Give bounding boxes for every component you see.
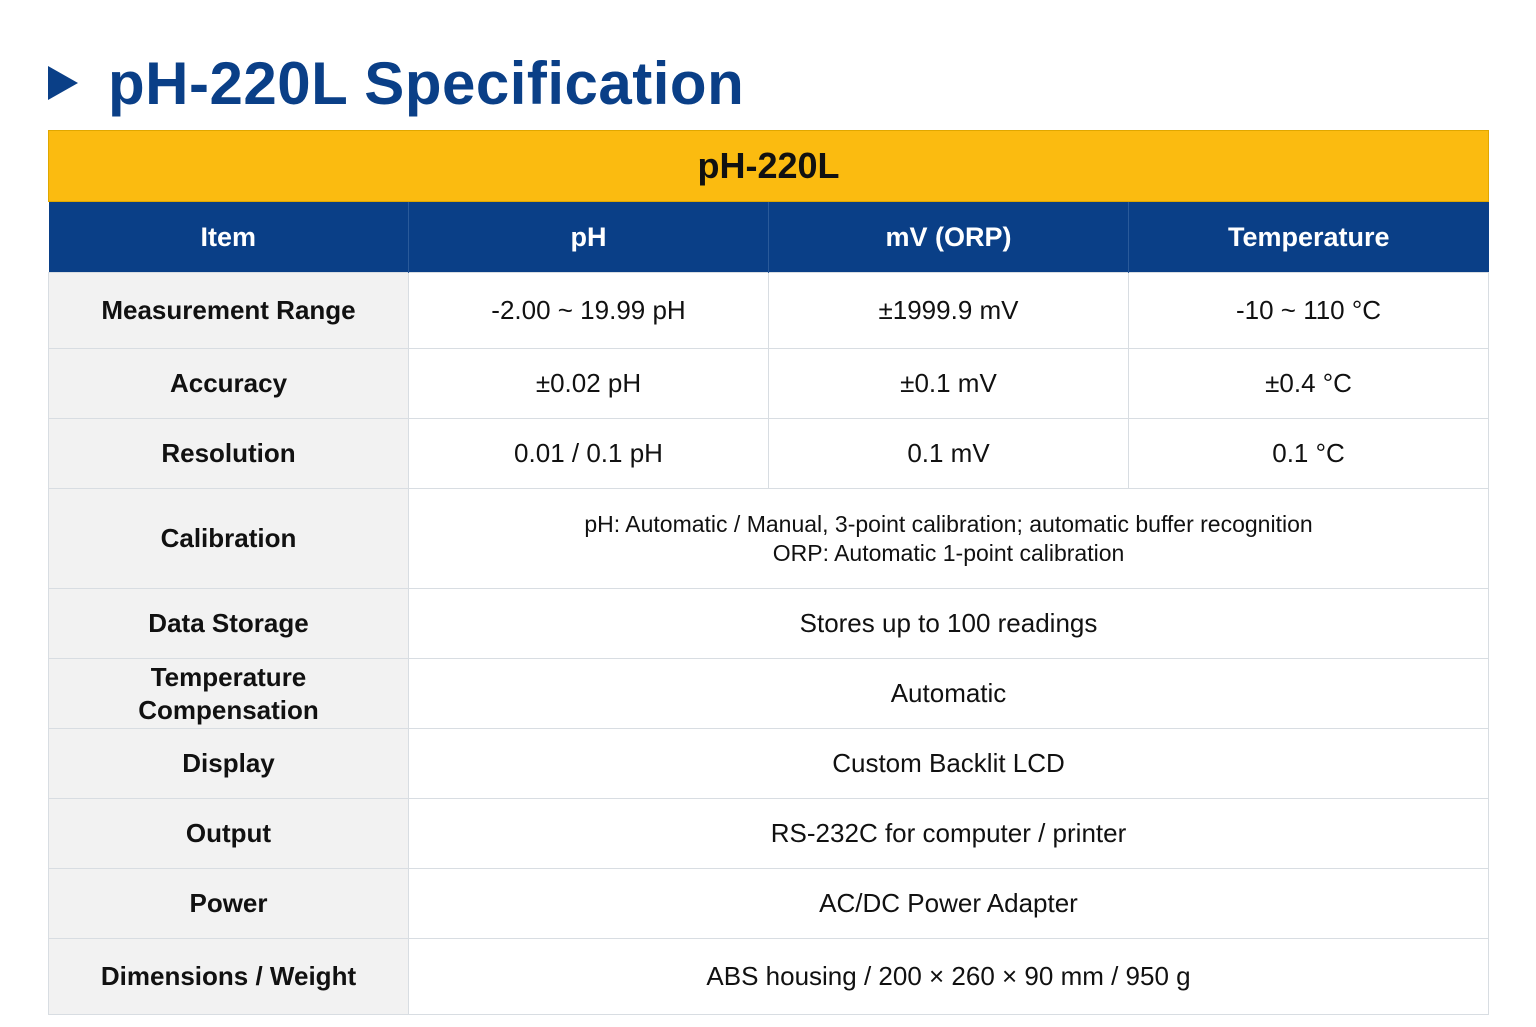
row-label-line: Power — [189, 888, 268, 918]
dimensions-value: ABS housing / 200 × 260 × 90 mm / 950 g — [407, 938, 1490, 1015]
row-label: Power — [48, 868, 409, 939]
row-label: Resolution — [48, 418, 409, 489]
triangle-right-icon — [48, 66, 78, 100]
specification-table: pH-220L Item pH mV (ORP) Temperature Mea… — [47, 130, 1490, 1015]
column-header-row: Item pH mV (ORP) Temperature — [48, 201, 1489, 273]
row-label-line: Compensation — [138, 694, 319, 725]
table-row: Display Custom Backlit LCD — [48, 728, 1490, 799]
mv-value: ±1999.9 mV — [768, 272, 1129, 349]
temp-value: 0.1 °C — [1127, 418, 1490, 489]
row-label: Calibration — [48, 488, 409, 589]
merged-value: Stores up to 100 readings — [407, 588, 1490, 659]
row-label: Output — [48, 798, 409, 869]
table-row: Power AC/DC Power Adapter — [48, 868, 1490, 939]
table-row: Temperature Compensation Automatic — [48, 658, 1490, 729]
header-mv: mV (ORP) — [768, 201, 1129, 273]
row-label-line: Temperature — [150, 661, 307, 692]
calibration-orp-line: ORP: Automatic 1-point calibration — [772, 539, 1125, 566]
mv-value: ±0.1 mV — [768, 348, 1129, 419]
calibration-value: pH: Automatic / Manual, 3-point calibrat… — [407, 488, 1490, 589]
merged-value: RS-232C for computer / printer — [407, 798, 1490, 869]
calibration-ph-line: pH: Automatic / Manual, 3-point calibrat… — [584, 510, 1313, 537]
row-label: Dimensions / Weight — [48, 938, 409, 1015]
ph-value: -2.00 ~ 19.99 pH — [408, 272, 769, 349]
model-banner: pH-220L — [47, 130, 1490, 202]
temp-value: ±0.4 °C — [1127, 348, 1490, 419]
row-label-line: Data Storage — [148, 608, 309, 638]
ph-value: 0.01 / 0.1 pH — [408, 418, 769, 489]
mv-value: 0.1 mV — [768, 418, 1129, 489]
row-label: Display — [48, 728, 409, 799]
table-row: Resolution 0.01 / 0.1 pH 0.1 mV 0.1 °C — [48, 418, 1490, 489]
page-heading: pH-220L Specification — [48, 48, 744, 118]
table-row: Output RS-232C for computer / printer — [48, 798, 1490, 869]
page-title: pH-220L Specification — [108, 49, 745, 117]
row-label: Data Storage — [48, 588, 409, 659]
merged-value: Automatic — [407, 658, 1490, 729]
header-ph: pH — [408, 201, 769, 273]
temp-value: -10 ~ 110 °C — [1127, 272, 1490, 349]
table-row: Data Storage Stores up to 100 readings — [48, 588, 1490, 659]
row-label: Measurement Range — [48, 272, 409, 349]
table-row: Calibration pH: Automatic / Manual, 3-po… — [48, 488, 1490, 589]
row-label-line: Output — [185, 818, 272, 848]
row-label: Accuracy — [48, 348, 409, 419]
header-item: Item — [48, 201, 409, 273]
row-label-line: Display — [182, 748, 275, 778]
row-label: Temperature Compensation — [48, 658, 409, 729]
table-banner-row: pH-220L — [47, 130, 1490, 202]
header-temperature: Temperature — [1128, 201, 1489, 273]
merged-value: AC/DC Power Adapter — [407, 868, 1490, 939]
table-row: Measurement Range -2.00 ~ 19.99 pH ±1999… — [48, 272, 1490, 349]
merged-value: Custom Backlit LCD — [407, 728, 1490, 799]
table-row: Dimensions / Weight ABS housing / 200 × … — [48, 938, 1490, 1015]
ph-value: ±0.02 pH — [408, 348, 769, 419]
table-row: Accuracy ±0.02 pH ±0.1 mV ±0.4 °C — [48, 348, 1490, 419]
